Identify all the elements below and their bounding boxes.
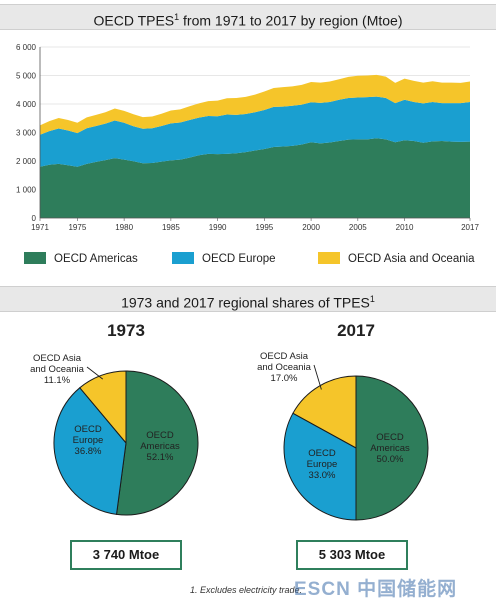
x-tick-label: 1971: [31, 223, 49, 232]
area-chart-title: OECD TPES1 from 1971 to 2017 by region (…: [0, 4, 496, 30]
area-asia: [40, 74, 470, 135]
legend-swatch: [318, 252, 340, 264]
y-tick-label: 6 000: [16, 43, 37, 52]
x-tick-label: 1990: [209, 223, 227, 232]
pie-slice: [355, 375, 429, 521]
y-tick-label: 2 000: [16, 157, 37, 166]
area-americas: [40, 138, 470, 218]
legend-swatch: [172, 252, 194, 264]
area-europe: [40, 96, 470, 167]
total-1973-box: 3 740 Mtoe: [70, 540, 182, 570]
legend-swatch: [24, 252, 46, 264]
y-tick-label: 4 000: [16, 100, 37, 109]
y-tick-label: 5 000: [16, 72, 37, 81]
total-2017-box: 5 303 Mtoe: [296, 540, 408, 570]
y-tick-label: 1 000: [16, 186, 37, 195]
pie-slice: [292, 375, 357, 449]
x-tick-label: 2010: [396, 223, 414, 232]
pie-slice-label: OECD Americas 50.0%: [370, 432, 410, 465]
y-tick-label: 3 000: [16, 129, 37, 138]
legend-label: OECD Americas: [54, 253, 138, 265]
pie-slice: [283, 412, 357, 521]
area-chart-title-rest: from 1971 to 2017 by region (Mtoe): [179, 12, 403, 29]
pie-slice: [53, 387, 127, 515]
footnote: 1. Excludes electricity trade.: [190, 585, 303, 595]
watermark-logo: ESCN 中国储能网: [294, 579, 458, 600]
pie-year-title: 2017: [337, 321, 375, 340]
pie-year-title: 1973: [107, 321, 145, 340]
pie-slice-label: OECD Asia and Oceania 11.1%: [30, 353, 85, 386]
area-chart-title-text: OECD TPES: [93, 12, 175, 29]
x-tick-label: 2017: [461, 223, 479, 232]
pie-slice-label: OECD Americas 52.1%: [140, 430, 180, 463]
pie-slice-label: OECD Europe 36.8%: [73, 424, 104, 457]
legend-label: OECD Europe: [202, 253, 276, 265]
x-tick-label: 1985: [162, 223, 180, 232]
pie-section-title-sup: 1: [369, 294, 375, 304]
x-tick-label: 2000: [302, 223, 320, 232]
pie-slice-label: OECD Asia and Oceania 17.0%: [257, 351, 312, 384]
x-tick-label: 1975: [68, 223, 86, 232]
legend-label: OECD Asia and Oceania: [348, 253, 475, 265]
pie-leader-line: [86, 366, 104, 380]
area-chart-title-sup: 1: [174, 12, 180, 22]
pie-slice-label: OECD Europe 33.0%: [307, 448, 338, 481]
pie-leader-line: [313, 364, 322, 390]
x-tick-label: 2005: [349, 223, 367, 232]
x-tick-label: 1980: [115, 223, 133, 232]
x-tick-label: 1995: [255, 223, 273, 232]
pie-section-title-text: 1973 and 2017 regional shares of TPES: [121, 294, 370, 311]
pie-slice: [115, 370, 199, 516]
pie-section-title: 1973 and 2017 regional shares of TPES1: [0, 286, 496, 312]
y-tick-label: 0: [32, 214, 37, 223]
